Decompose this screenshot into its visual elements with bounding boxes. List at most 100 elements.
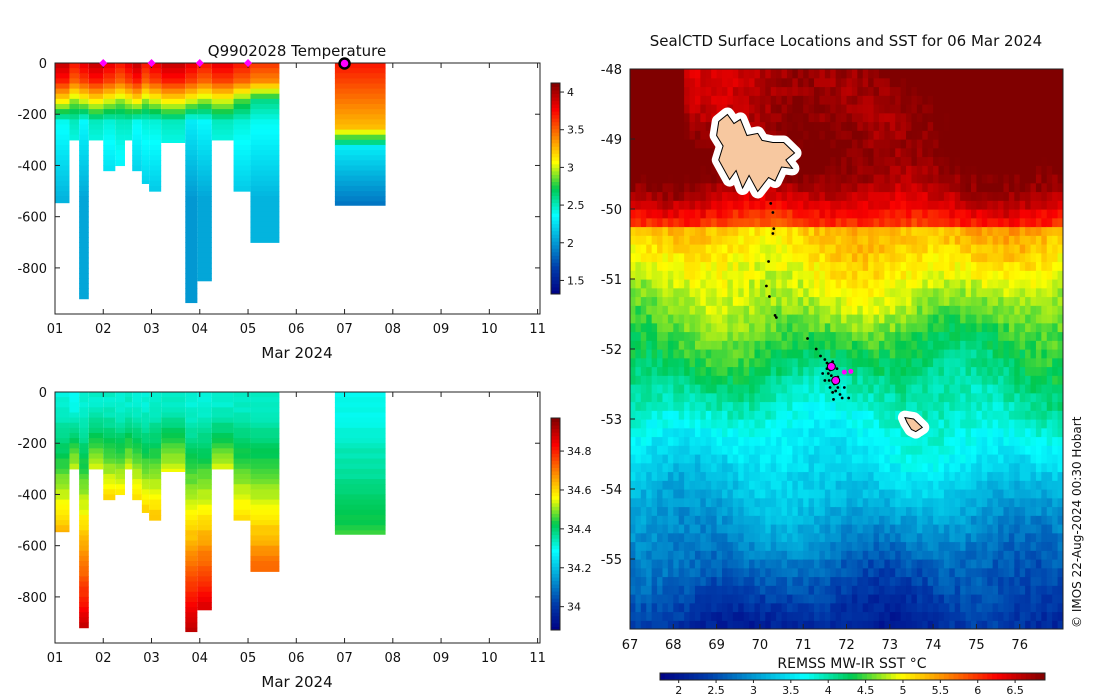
profile-cell [233, 468, 251, 475]
profile-cell [250, 139, 280, 146]
profile-cell [79, 602, 89, 608]
profile-cell [79, 252, 89, 259]
profile-cell [334, 114, 386, 120]
profile-cell [124, 68, 133, 74]
temperature-colorbar: 4 3.5 3 2.5 2 1.5 [550, 82, 585, 295]
profile-cell [149, 160, 162, 167]
profile-cell [132, 392, 142, 398]
profile-cell [79, 155, 89, 161]
profile-cell [334, 468, 386, 475]
profile-cell [103, 78, 116, 85]
colorbar-tick-label: 34.8 [567, 445, 592, 458]
profile-cell [69, 109, 80, 115]
profile-cell [69, 438, 80, 444]
profile-cell [69, 83, 80, 90]
profile-cell [55, 144, 70, 151]
profile-cell [250, 221, 280, 228]
profile-cell [79, 63, 89, 69]
profile-cell [88, 407, 104, 414]
profile-cell [149, 114, 162, 120]
salinity-colorbar: 34.8 34.6 34.4 34.2 34 [550, 417, 592, 631]
profile-cell [185, 160, 198, 167]
salinity-section-plot: 01 02 03 04 05 06 07 08 09 10 110-200-400-600-800 … [17, 386, 591, 691]
profile-cell [197, 540, 212, 547]
profile-cell [185, 566, 198, 572]
profile-cell [132, 88, 142, 95]
y-tick-label: -600 [17, 540, 47, 555]
profile-cell [211, 453, 234, 460]
profile-cell [115, 109, 125, 115]
profile-cell [69, 68, 80, 74]
profile-cell [88, 417, 104, 424]
current-profile-marker [338, 57, 351, 70]
profile-cell [88, 88, 104, 95]
profile-cell [79, 216, 89, 223]
profile-cell [161, 427, 186, 434]
track-point [835, 367, 839, 370]
profile-cell [250, 185, 280, 192]
profile-cell [197, 530, 212, 537]
profile-cell [132, 458, 142, 465]
track-point [821, 372, 825, 375]
profile-cell [141, 78, 150, 85]
profile-cell [79, 267, 89, 274]
profile-cell [334, 412, 386, 419]
track-point [831, 391, 835, 394]
profile-cell [79, 191, 89, 197]
profile-cell [55, 443, 70, 449]
profile-cell [103, 432, 116, 439]
profile-cell [79, 196, 89, 202]
profile-cell [79, 581, 89, 588]
profile-cell [115, 484, 125, 490]
profile-cell [233, 463, 251, 470]
profile-cell [250, 88, 280, 95]
profile-cell [79, 499, 89, 506]
profile-cell [132, 432, 142, 439]
profile-cell [79, 242, 89, 249]
profile-cell [79, 596, 89, 603]
profile-cell [79, 170, 89, 177]
profile-cell [79, 509, 89, 516]
profile-cell [185, 494, 198, 501]
profile-cell [185, 185, 198, 192]
profile-cell [79, 144, 89, 151]
profile-cell [132, 144, 142, 151]
profile-cell [132, 134, 142, 141]
profile-cell [55, 73, 70, 79]
sst-colorbar-tick-label: 2.5 [707, 684, 725, 697]
profile-cell [88, 448, 104, 455]
profile-cell [334, 479, 386, 485]
profile-cell [197, 586, 212, 593]
profile-cell [115, 468, 125, 475]
profile-cell [88, 402, 104, 408]
profile-cell [115, 119, 125, 126]
profile-cell [185, 422, 198, 429]
profile-cell [211, 412, 234, 419]
profile-cell [103, 160, 116, 167]
profile-cell [79, 525, 89, 531]
profile-cell [115, 124, 125, 131]
profile-cell [334, 175, 386, 182]
profile-cell [197, 73, 212, 79]
profile-cell [149, 88, 162, 95]
profile-cell [197, 134, 212, 141]
profile-cell [250, 165, 280, 172]
profile-cell [250, 443, 280, 449]
profile-cell [233, 73, 251, 79]
profile-cell [55, 119, 70, 126]
profile-cell [250, 175, 280, 182]
profile-cell [88, 427, 104, 434]
profile-cell [197, 504, 212, 511]
profile-cell [103, 103, 116, 110]
profile-cell [124, 103, 133, 110]
profile-cell [334, 78, 386, 85]
profile-cell [233, 489, 251, 496]
profile-cell [141, 170, 150, 177]
profile-cell [132, 494, 142, 501]
profile-cell [149, 124, 162, 131]
profile-cell [132, 78, 142, 85]
profile-cell [185, 586, 198, 593]
profile-cell [103, 68, 116, 74]
profile-cell [250, 453, 280, 460]
profile-cell [132, 468, 142, 475]
